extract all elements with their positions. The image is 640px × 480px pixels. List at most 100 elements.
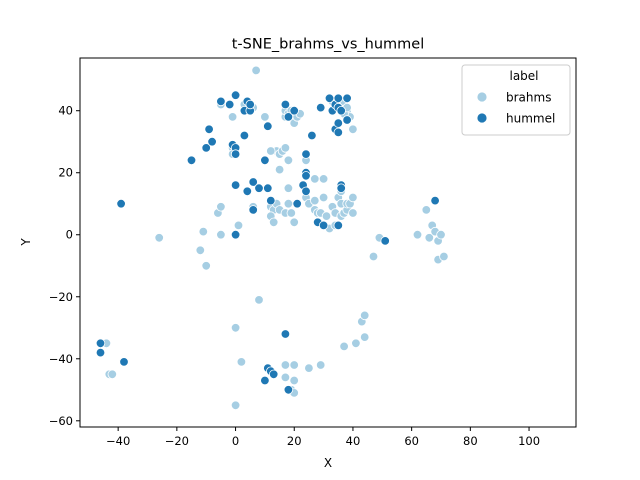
legend-box: [461, 64, 571, 136]
legend-label-hummel: hummel: [506, 112, 555, 126]
data-point-brahms: [348, 124, 358, 135]
y-tick-label: −20: [49, 290, 73, 304]
data-point-brahms: [289, 360, 299, 370]
data-point-brahms: [310, 195, 320, 206]
data-point-brahms: [316, 360, 326, 370]
data-point-brahms: [412, 229, 423, 240]
data-point-hummel: [242, 186, 253, 197]
data-point-brahms: [269, 217, 279, 228]
data-point-brahms: [233, 220, 244, 231]
data-point-hummel: [216, 96, 226, 107]
legend-title: label: [509, 69, 538, 83]
data-point-hummel: [201, 143, 211, 153]
data-point-hummel: [186, 155, 197, 166]
data-point-hummel: [280, 329, 291, 339]
data-point-brahms: [107, 369, 118, 380]
data-point-hummel: [230, 149, 241, 159]
data-point-brahms: [236, 357, 247, 367]
data-point-brahms: [360, 310, 370, 321]
data-point-hummel: [318, 220, 329, 231]
data-point-hummel: [280, 99, 291, 110]
x-tick-label: 40: [346, 434, 361, 448]
data-point-brahms: [230, 323, 241, 333]
data-point-brahms: [439, 251, 449, 262]
data-point-brahms: [286, 208, 297, 218]
data-point-brahms: [424, 233, 435, 243]
data-point-brahms: [216, 229, 226, 240]
data-point-brahms: [436, 229, 446, 240]
data-point-hummel: [269, 369, 279, 380]
points-layer: [95, 65, 449, 411]
data-point-brahms: [266, 146, 276, 156]
data-point-hummel: [204, 124, 214, 135]
data-point-brahms: [304, 363, 314, 373]
data-point-hummel: [333, 118, 344, 128]
data-point-brahms: [274, 164, 285, 175]
y-axis-ticks: −60 −40 −20 0 20 40: [49, 104, 80, 428]
data-point-hummel: [239, 130, 250, 141]
data-point-brahms: [251, 65, 261, 76]
data-point-hummel: [245, 99, 255, 110]
legend-marker-brahms: [476, 91, 488, 103]
data-point-hummel: [342, 93, 352, 104]
data-point-brahms: [348, 208, 358, 218]
x-tick-label: −40: [106, 434, 130, 448]
data-point-brahms: [254, 295, 264, 305]
data-point-hummel: [95, 347, 106, 358]
data-point-hummel: [333, 220, 344, 231]
data-point-brahms: [195, 245, 206, 256]
data-point-brahms: [230, 400, 241, 411]
data-point-hummel: [119, 357, 129, 367]
data-point-brahms: [310, 174, 320, 184]
data-point-brahms: [280, 372, 291, 383]
data-point-brahms: [283, 155, 294, 166]
data-point-hummel: [230, 180, 241, 190]
plot-frame: [79, 57, 577, 428]
data-point-hummel: [283, 112, 294, 122]
y-axis-label: Y: [19, 238, 33, 247]
y-tick-label: −60: [49, 414, 73, 428]
data-point-brahms: [201, 261, 211, 271]
data-point-hummel: [301, 171, 311, 181]
data-point-brahms: [321, 211, 332, 221]
data-point-hummel: [342, 115, 352, 125]
data-point-brahms: [289, 375, 299, 386]
data-point-hummel: [116, 198, 126, 209]
data-point-brahms: [318, 192, 329, 203]
data-point-brahms: [216, 202, 226, 212]
data-point-brahms: [339, 341, 349, 352]
x-axis-ticks: −40 −20 0 20 40 60 80 100: [106, 427, 540, 448]
x-tick-label: 80: [463, 434, 478, 448]
data-point-hummel: [263, 183, 273, 193]
data-point-hummel: [316, 102, 326, 113]
data-point-hummel: [283, 385, 294, 395]
legend-label-brahms: brahms: [506, 91, 551, 105]
x-tick-label: 20: [287, 434, 302, 448]
data-point-hummel: [263, 121, 273, 131]
data-point-hummel: [333, 93, 344, 104]
x-tick-label: 100: [518, 434, 540, 448]
y-tick-label: 40: [58, 104, 73, 118]
legend-marker-hummel: [476, 112, 488, 124]
data-point-hummel: [380, 236, 390, 246]
y-tick-label: −40: [49, 352, 73, 366]
data-point-hummel: [289, 105, 299, 116]
data-point-brahms: [283, 183, 294, 193]
y-tick-label: 20: [58, 166, 73, 180]
data-point-brahms: [351, 338, 361, 349]
data-point-hummel: [266, 195, 276, 206]
data-point-hummel: [230, 229, 241, 240]
data-point-hummel: [207, 136, 217, 147]
data-point-hummel: [224, 99, 235, 110]
x-tick-label: −20: [165, 434, 189, 448]
data-point-brahms: [260, 112, 270, 122]
data-point-hummel: [230, 90, 241, 100]
data-point-brahms: [198, 226, 209, 237]
data-point-brahms: [280, 360, 291, 370]
data-point-brahms: [154, 233, 164, 243]
data-point-brahms: [421, 205, 432, 215]
data-point-hummel: [333, 127, 344, 138]
x-tick-label: 60: [404, 434, 419, 448]
data-point-hummel: [260, 155, 270, 166]
